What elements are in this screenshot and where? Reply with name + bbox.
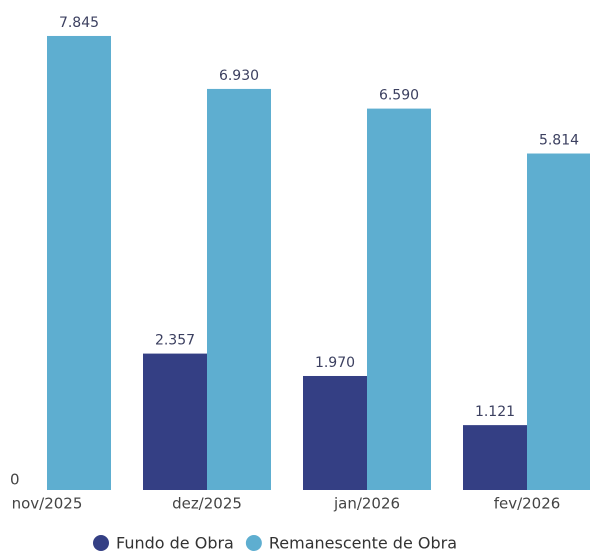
bar xyxy=(47,35,111,490)
bar xyxy=(367,108,431,490)
x-tick-label: jan/2026 xyxy=(333,495,400,513)
data-label: 2.357 xyxy=(155,333,195,349)
x-tick-label: fev/2026 xyxy=(494,495,561,513)
bar xyxy=(527,153,590,490)
data-label: 1.970 xyxy=(315,355,355,371)
data-label: 1.121 xyxy=(475,404,515,420)
x-tick-label: nov/2025 xyxy=(12,495,83,513)
data-label: 6.590 xyxy=(379,88,419,104)
data-label: 7.845 xyxy=(59,15,99,31)
bar xyxy=(303,375,367,490)
bar xyxy=(143,353,207,490)
legend-label: Remanescente de Obra xyxy=(269,534,457,551)
y-tick-label: 0 xyxy=(10,471,20,489)
data-label: 6.930 xyxy=(219,68,259,84)
data-label: 5.814 xyxy=(539,133,579,149)
legend-label: Fundo de Obra xyxy=(116,534,234,551)
legend-swatch xyxy=(245,535,262,551)
bar xyxy=(207,88,271,491)
legend-swatch xyxy=(93,535,109,551)
bar xyxy=(463,425,527,490)
x-tick-label: dez/2025 xyxy=(172,495,242,513)
